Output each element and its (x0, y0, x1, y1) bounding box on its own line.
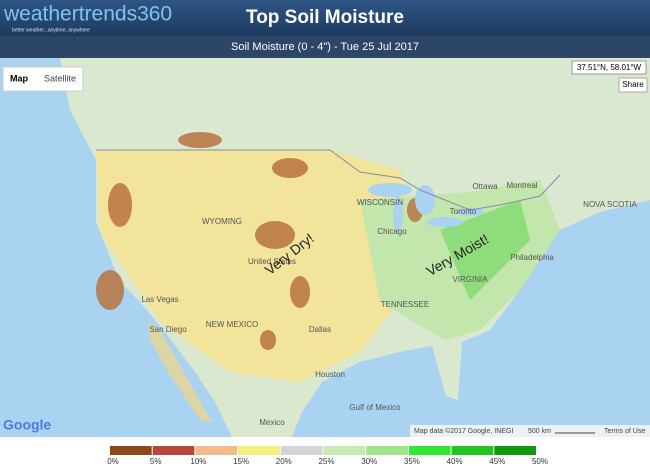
place-label: Toronto (450, 207, 477, 216)
map-data: Map data ©2017 Google, INEGI (414, 427, 513, 435)
legend-label: 25% (318, 457, 334, 466)
place-label: Houston (315, 370, 345, 379)
border (96, 149, 561, 211)
subtitle: Soil Moisture (0 - 4") - Tue 25 Jul 2017 (231, 41, 419, 53)
legend-swatch (494, 446, 536, 455)
coordinates: 37.51°N, 58.01°W (577, 63, 642, 72)
place-label: Ottawa (472, 182, 498, 191)
map[interactable]: United States Mexico Chicago Toronto Ottawa M… (0, 58, 650, 437)
place-label: Las Vegas (141, 295, 178, 304)
wet-region (440, 200, 530, 300)
place-label: Gulf of Mexico (349, 403, 401, 412)
legend-label: 5% (150, 457, 162, 466)
share-box (618, 77, 648, 93)
dry-region (96, 150, 420, 382)
google-logo: Google (3, 417, 51, 433)
tagline: better weather...anytime, anywhere (12, 27, 90, 33)
legend: 0% 5% 10% 15% 20% 25% 30% 35% 40% 45% 50% (107, 446, 548, 466)
place-label: Mexico (259, 418, 285, 427)
legend-swatch (366, 446, 408, 455)
legend-swatch (451, 446, 494, 455)
map-type-control (2, 66, 84, 92)
place-label: NEW MEXICO (206, 320, 258, 329)
coordinate-box (571, 60, 647, 75)
legend-label: 50% (532, 457, 548, 466)
legend-label: 45% (489, 457, 505, 466)
dry-patches (96, 132, 423, 350)
place-label: WISCONSIN (357, 198, 403, 207)
legend-swatch (280, 446, 323, 455)
title: Top Soil Moisture (246, 7, 404, 28)
legend-label: 35% (404, 457, 420, 466)
legend-swatch (110, 446, 152, 455)
legend-swatch (238, 446, 280, 455)
legend-swatch (152, 446, 195, 455)
legend-label: 30% (361, 457, 377, 466)
satellite-button[interactable]: Satellite (44, 73, 76, 83)
legend-swatch (195, 446, 238, 455)
legend-label: 40% (447, 457, 463, 466)
logo: weathertrends360 (3, 3, 172, 26)
place-label: NOVA SCOTIA (583, 200, 637, 209)
place-labels: United States Mexico Chicago Toronto Ottawa M… (141, 181, 637, 427)
legend-swatch (408, 446, 451, 455)
map-button[interactable]: Map (10, 73, 29, 83)
header-bar (0, 0, 650, 36)
place-label: San Diego (149, 325, 187, 334)
place-label: United States (248, 257, 296, 266)
legend-label: 20% (276, 457, 292, 466)
scale: 500 km (528, 428, 551, 435)
legend-label: 0% (107, 457, 119, 466)
place-label: TENNESSEE (381, 300, 429, 309)
place-label: WYOMING (202, 217, 242, 226)
terms[interactable]: Terms of Use (604, 428, 645, 435)
legend-swatch (323, 446, 366, 455)
legend-label: 10% (190, 457, 206, 466)
great-lakes (368, 183, 484, 232)
place-label: VIRGINIA (452, 275, 488, 284)
place-label: Chicago (377, 227, 407, 236)
baja (148, 322, 212, 422)
subtitle-bar (0, 36, 650, 58)
place-label: Dallas (309, 325, 331, 334)
share-button[interactable]: Share (622, 80, 644, 89)
place-label: Montreal (506, 181, 537, 190)
place-label: Philadelphia (510, 253, 554, 262)
attribution-bar (410, 425, 650, 437)
legend-label: 15% (233, 457, 249, 466)
